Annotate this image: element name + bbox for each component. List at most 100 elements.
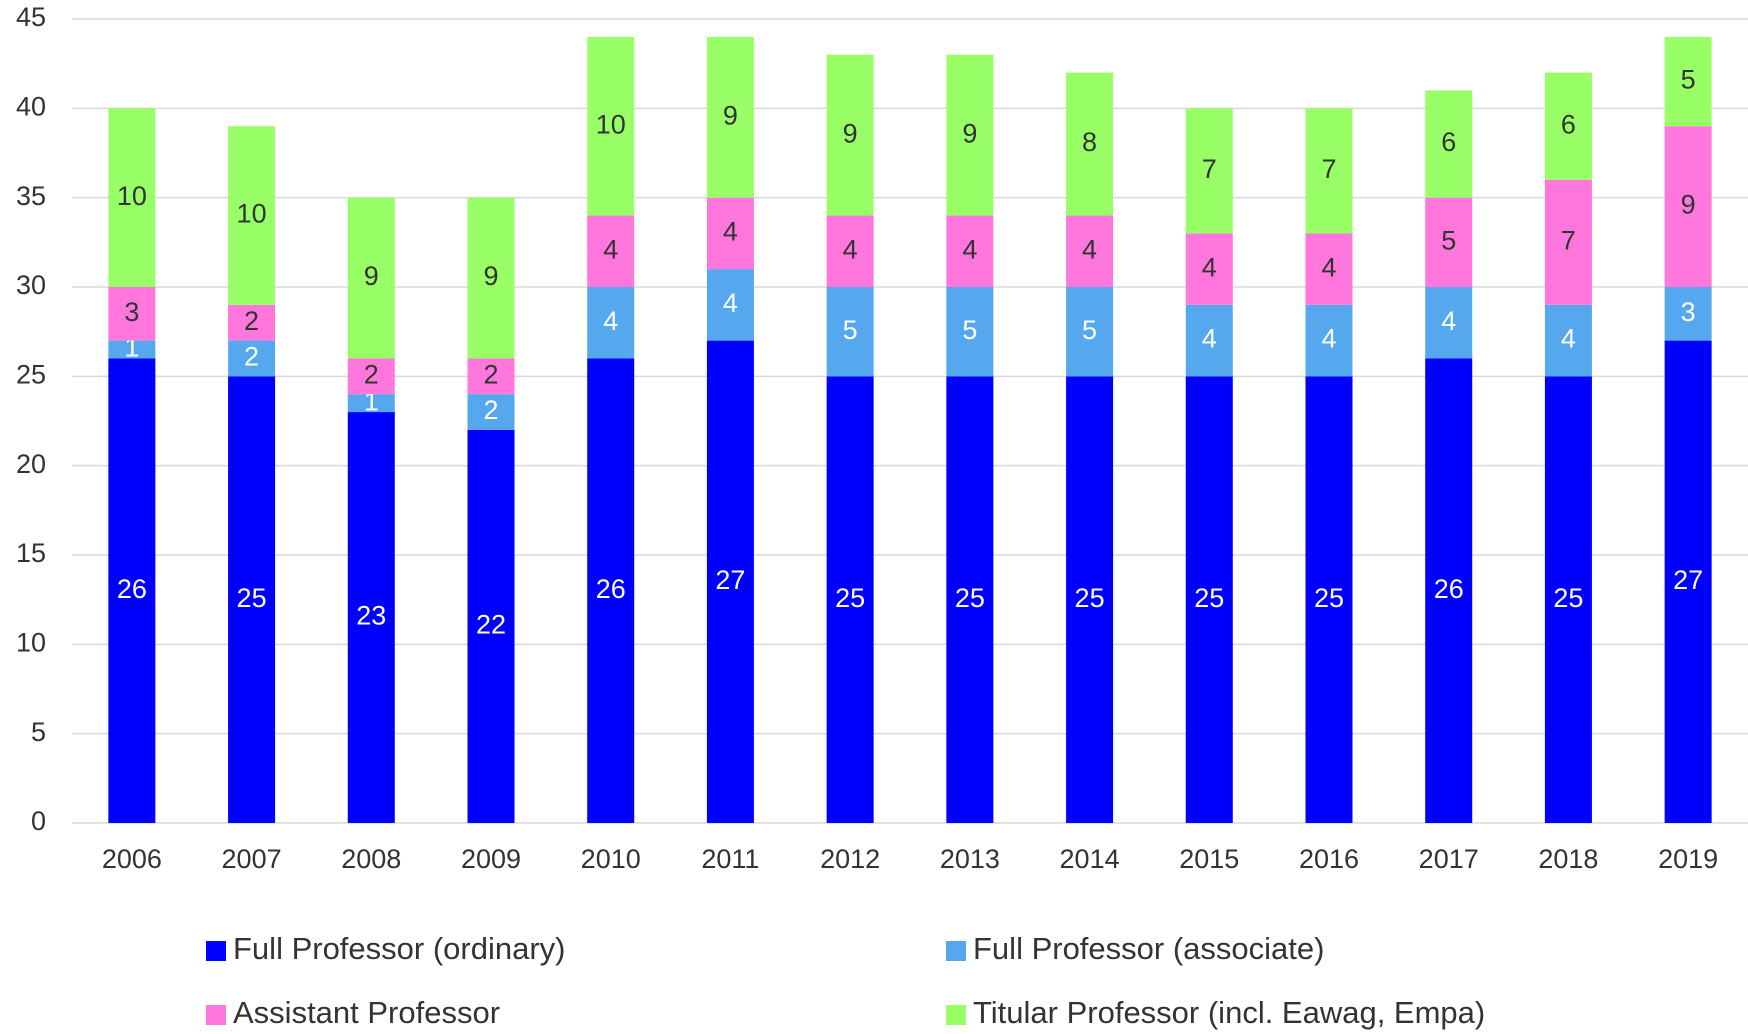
y-tick-label: 20 (16, 449, 46, 479)
bar-segment (347, 358, 395, 395)
bar-segment (1066, 72, 1114, 216)
bar-segment (1664, 287, 1712, 341)
bar-segment (946, 215, 994, 287)
legend-label: Full Professor (associate) (973, 931, 1324, 966)
data-label: 2 (483, 359, 498, 389)
bar-segment (946, 54, 994, 216)
data-label: 9 (962, 118, 977, 148)
y-tick-label: 35 (16, 181, 46, 211)
x-tick-label: 2014 (1060, 844, 1120, 874)
data-label: 7 (1321, 154, 1336, 184)
data-label: 27 (715, 565, 745, 595)
data-label: 4 (723, 217, 738, 247)
y-tick-label: 45 (16, 2, 46, 32)
bar-segment (467, 197, 515, 359)
bar-segment (1664, 126, 1712, 287)
bar-segment (347, 197, 395, 359)
data-label: 4 (1441, 306, 1456, 336)
data-label: 2 (244, 342, 259, 372)
data-label: 9 (723, 100, 738, 130)
x-tick-label: 2009 (461, 844, 521, 874)
legend-label: Full Professor (ordinary) (233, 931, 565, 966)
bar-segment (706, 197, 754, 270)
legend-label: Assistant Professor (233, 995, 500, 1030)
data-label: 3 (1681, 297, 1696, 327)
bar-segment (826, 54, 874, 216)
bar-segment (347, 412, 395, 823)
x-tick-label: 2018 (1538, 844, 1598, 874)
data-label: 9 (843, 118, 858, 148)
bar-segment (467, 429, 515, 823)
bar-segment (706, 340, 754, 823)
data-label: 26 (117, 574, 147, 604)
y-tick-label: 10 (16, 627, 46, 657)
bar-segment (1185, 233, 1233, 305)
data-label: 5 (1441, 225, 1456, 255)
data-label: 10 (237, 199, 267, 229)
bar-segment (1544, 72, 1592, 180)
data-label: 4 (1082, 234, 1097, 264)
x-tick-label: 2016 (1299, 844, 1359, 874)
bar-segment (1305, 304, 1353, 377)
bar-segment (1066, 287, 1114, 377)
data-label: 27 (1673, 565, 1703, 595)
bar-segment (1066, 376, 1114, 823)
data-label: 7 (1561, 225, 1576, 255)
bar-segment (946, 287, 994, 377)
bar-segment (1305, 108, 1353, 234)
bar-segment (1185, 376, 1233, 823)
data-label: 25 (1553, 583, 1583, 613)
y-tick-label: 25 (16, 359, 46, 389)
data-label: 9 (364, 261, 379, 291)
x-tick-label: 2006 (102, 844, 162, 874)
data-label: 5 (962, 315, 977, 345)
bar-segment (1185, 304, 1233, 377)
data-label: 22 (476, 610, 506, 640)
bar-segment (228, 376, 276, 823)
data-label: 4 (603, 306, 618, 336)
bar-segment (1544, 179, 1592, 305)
bar-segment (1425, 358, 1473, 823)
data-label: 6 (1561, 109, 1576, 139)
bar-segment (467, 394, 515, 430)
data-label: 2 (483, 395, 498, 425)
legend-swatch (946, 1005, 966, 1025)
bar-segment (706, 269, 754, 341)
bar-segment (228, 340, 276, 377)
bar-segment (587, 287, 635, 359)
bar-segment (108, 287, 156, 341)
y-tick-label: 5 (31, 717, 46, 747)
data-label: 4 (1202, 324, 1217, 354)
bar-segment (1544, 376, 1592, 823)
bar-segment (108, 340, 156, 359)
y-tick-label: 15 (16, 538, 46, 568)
data-label: 6 (1441, 127, 1456, 157)
y-tick-label: 30 (16, 270, 46, 300)
bar-segment (1185, 108, 1233, 234)
data-label: 3 (124, 297, 139, 327)
bar-segment (1664, 340, 1712, 823)
data-label: 25 (1314, 583, 1344, 613)
legend-label: Titular Professor (incl. Eawag, Empa) (973, 995, 1485, 1030)
bar-segment (826, 287, 874, 377)
legend-swatch (206, 941, 226, 961)
x-tick-label: 2007 (222, 844, 282, 874)
bar-segment (587, 358, 635, 823)
bar-segment (1425, 90, 1473, 198)
bar-segment (1425, 197, 1473, 287)
bar-segment (228, 304, 276, 341)
y-tick-label: 0 (31, 806, 46, 836)
bar-segment (826, 215, 874, 287)
bar-segment (706, 36, 754, 198)
data-label: 4 (843, 234, 858, 264)
data-label: 8 (1082, 127, 1097, 157)
data-label: 4 (723, 288, 738, 318)
bar-segment (1544, 304, 1592, 377)
data-label: 9 (483, 261, 498, 291)
data-label: 5 (843, 315, 858, 345)
x-tick-label: 2012 (820, 844, 880, 874)
x-tick-label: 2019 (1658, 844, 1718, 874)
data-label: 9 (1681, 190, 1696, 220)
data-label: 25 (1194, 583, 1224, 613)
